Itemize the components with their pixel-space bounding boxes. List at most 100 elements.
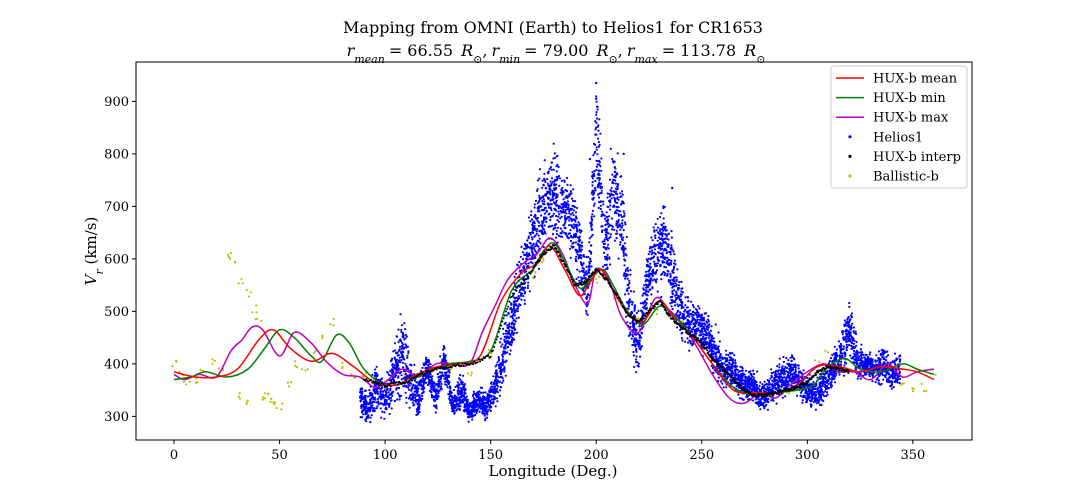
helios1-point xyxy=(597,137,600,140)
helios1-point xyxy=(371,410,374,413)
ballistic-b-point xyxy=(293,360,297,363)
helios1-point xyxy=(514,320,517,323)
helios1-point xyxy=(710,364,713,367)
helios1-point xyxy=(448,369,451,372)
helios1-point xyxy=(381,410,384,413)
helios1-point xyxy=(478,390,481,393)
helios1-point xyxy=(436,382,439,386)
helios1-point xyxy=(380,377,383,380)
ballistic-b-point xyxy=(245,402,248,405)
helios1-point xyxy=(559,232,562,235)
helios1-point xyxy=(627,269,630,272)
helios1-point xyxy=(453,399,456,403)
helios1-point xyxy=(407,383,410,386)
helios1-point xyxy=(427,375,430,379)
helios1-point xyxy=(664,225,667,228)
helios1-point xyxy=(542,198,545,201)
helios1-point xyxy=(487,393,491,396)
helios1-point xyxy=(402,385,405,388)
helios1-point xyxy=(787,359,790,362)
helios1-point xyxy=(608,208,612,211)
helios1-point xyxy=(579,250,583,253)
helios1-point xyxy=(436,397,439,400)
helios1-point xyxy=(613,200,617,203)
helios1-point xyxy=(559,209,562,213)
helios1-point xyxy=(732,358,735,361)
helios1-point xyxy=(369,421,372,424)
helios1-point xyxy=(527,237,530,240)
helios1-point xyxy=(503,370,506,373)
helios1-point xyxy=(501,368,504,371)
helios1-point xyxy=(368,389,371,392)
helios1-point xyxy=(646,294,649,297)
helios1-point xyxy=(424,367,427,370)
helios1-point xyxy=(562,210,565,213)
helios1-point xyxy=(614,187,618,190)
helios1-point xyxy=(369,398,372,401)
helios1-point xyxy=(474,403,477,406)
helios1-point xyxy=(492,375,495,378)
helios1-point xyxy=(748,385,752,388)
helios1-point xyxy=(587,256,590,259)
helios1-point xyxy=(369,416,372,419)
helios1-point xyxy=(615,236,618,240)
helios1-point xyxy=(528,252,531,255)
helios1-point xyxy=(796,364,800,367)
helios1-point xyxy=(519,255,523,258)
helios1-point xyxy=(669,272,672,275)
helios1-point xyxy=(492,400,495,403)
helios1-point xyxy=(425,356,428,359)
helios1-point xyxy=(686,311,689,314)
helios1-point xyxy=(537,200,541,203)
helios1-point xyxy=(717,345,720,348)
helios1-point xyxy=(671,248,674,251)
helios1-point xyxy=(366,411,369,414)
helios1-point xyxy=(658,236,661,239)
helios1-point xyxy=(457,384,460,387)
helios1-point xyxy=(429,373,432,376)
helios1-point xyxy=(400,328,403,331)
helios1-point xyxy=(607,206,610,209)
helios1-point xyxy=(488,390,491,393)
helios1-point xyxy=(750,383,753,386)
helios1-point xyxy=(574,241,578,244)
helios1-point xyxy=(495,389,498,393)
chart-title: Mapping from OMNI (Earth) to Helios1 for… xyxy=(343,18,763,37)
helios1-point xyxy=(714,323,717,326)
helios1-point xyxy=(589,257,592,260)
helios1-point xyxy=(692,326,695,329)
helios1-point xyxy=(648,247,651,250)
helios1-point xyxy=(551,224,554,227)
helios1-point xyxy=(547,196,551,200)
helios1-point xyxy=(444,380,447,383)
helios1-point xyxy=(410,382,413,385)
helios1-point xyxy=(700,333,703,336)
helios1-point xyxy=(563,179,566,182)
helios1-point xyxy=(460,393,464,396)
helios1-point xyxy=(569,239,573,243)
helios1-point xyxy=(608,193,611,196)
helios1-point xyxy=(675,283,678,286)
helios1-point xyxy=(545,220,548,223)
helios1-point xyxy=(498,380,501,383)
helios1-point xyxy=(595,133,598,136)
helios1-point xyxy=(645,263,649,266)
helios1-point xyxy=(622,202,625,205)
helios1-point xyxy=(551,233,555,236)
helios1-point xyxy=(713,340,716,343)
helios1-point xyxy=(672,250,675,253)
ballistic-b-point xyxy=(542,258,545,262)
helios1-point xyxy=(384,395,387,398)
helios1-point xyxy=(615,229,618,232)
helios1-point xyxy=(645,298,649,301)
helios1-point xyxy=(627,305,631,308)
helios1-point xyxy=(790,359,793,362)
helios1-point xyxy=(706,328,710,331)
helios1-point xyxy=(518,260,521,264)
helios1-point xyxy=(503,347,506,350)
helios1-point xyxy=(750,389,753,392)
helios1-point xyxy=(538,210,541,213)
helios1-point xyxy=(650,236,653,239)
helios1-point xyxy=(438,379,441,383)
helios1-point xyxy=(449,400,453,403)
